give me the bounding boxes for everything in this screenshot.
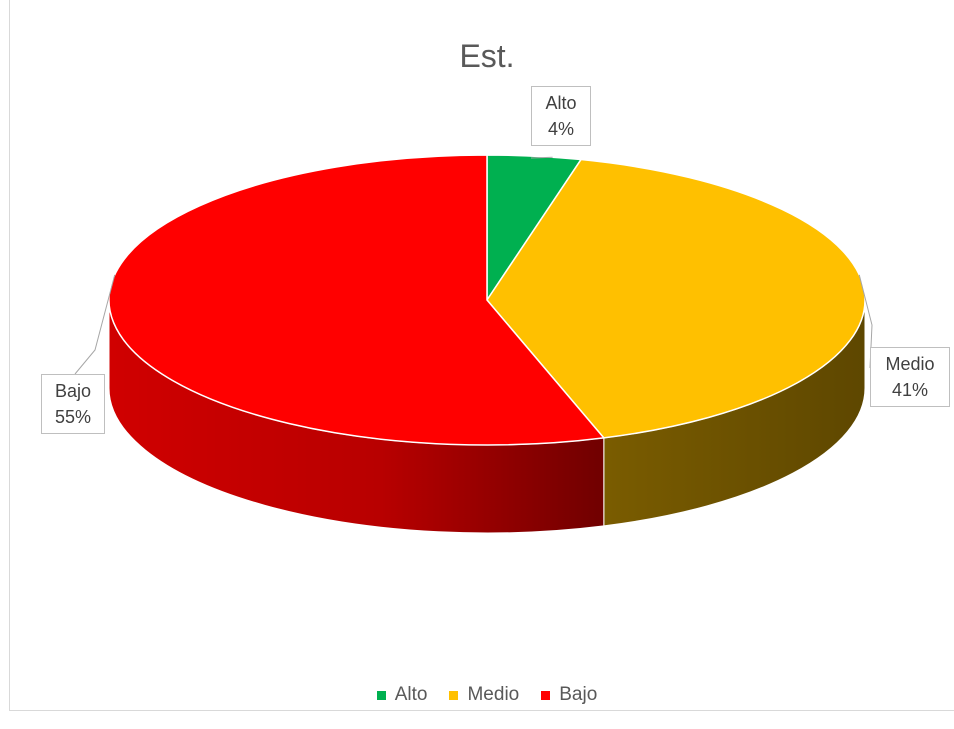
data-label-bajo: Bajo 55% xyxy=(41,374,105,434)
legend-item-medio: Medio xyxy=(449,684,519,706)
legend-swatch-alto xyxy=(376,690,386,700)
data-label-medio: Medio 41% xyxy=(870,347,950,407)
chart-left-border xyxy=(9,0,10,710)
chart-title: Est. xyxy=(459,38,515,74)
data-label-bajo-category: Bajo xyxy=(54,381,92,401)
data-label-alto-value: 4% xyxy=(547,119,574,139)
legend-label-bajo: Bajo xyxy=(559,684,598,705)
legend-label-alto: Alto xyxy=(394,684,428,705)
chart-bottom-border xyxy=(9,710,954,711)
leader-line-bajo xyxy=(74,274,116,375)
leader-line-alto xyxy=(530,156,553,159)
data-label-bajo-value: 55% xyxy=(54,407,92,427)
legend-label-medio: Medio xyxy=(467,684,520,705)
data-label-medio-value: 41% xyxy=(891,380,929,400)
legend-item-alto: Alto xyxy=(376,684,428,706)
data-label-alto-category: Alto xyxy=(545,93,577,113)
chart-legend: Alto Medio Bajo xyxy=(0,684,954,706)
data-label-alto: Alto 4% xyxy=(531,86,591,146)
legend-item-bajo: Bajo xyxy=(541,684,597,706)
pie-slice-bajo xyxy=(108,154,606,446)
legend-swatch-medio xyxy=(449,690,459,700)
legend-swatch-bajo xyxy=(541,690,551,700)
pie-top-layer xyxy=(108,154,866,446)
data-label-medio-category: Medio xyxy=(885,354,935,374)
